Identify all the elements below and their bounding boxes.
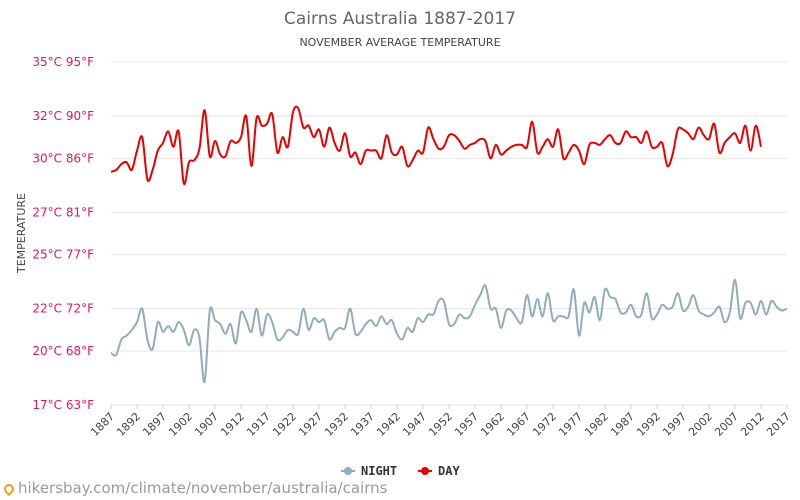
y-tick-label: 30°C 86°F <box>32 151 94 165</box>
legend-marker-day <box>421 467 429 475</box>
x-tick-label: 1897 <box>140 410 169 439</box>
x-tick-label: 1967 <box>504 410 533 439</box>
x-axis-ticks: 1887189218971902190719121917192219271932… <box>88 405 793 439</box>
x-tick-label: 1907 <box>192 410 221 439</box>
x-tick-label: 2002 <box>686 410 715 439</box>
footer-text: hikersbay.com/climate/november/australia… <box>18 479 388 497</box>
x-tick-label: 1912 <box>218 410 247 439</box>
x-tick-label: 1942 <box>374 410 403 439</box>
x-tick-label: 1932 <box>322 410 351 439</box>
y-tick-label: 20°C 68°F <box>32 344 94 358</box>
series-line-night <box>110 278 788 383</box>
y-axis-ticks: 35°C 95°F 32°C 90°F 30°C 86°F 27°C 81°F 25°C… <box>32 55 94 412</box>
y-tick-label: 32°C 90°F <box>32 109 94 123</box>
x-tick-label: 1987 <box>608 410 637 439</box>
x-tick-label: 1937 <box>348 410 377 439</box>
x-tick-label: 1947 <box>400 410 429 439</box>
x-tick-label: 1902 <box>166 410 195 439</box>
legend-marker-night <box>344 467 352 475</box>
x-tick-label: 2012 <box>738 410 767 439</box>
x-tick-label: 1887 <box>88 410 117 439</box>
footer-link[interactable]: hikersbay.com/climate/november/australia… <box>1 479 388 497</box>
y-tick-label: 17°C 63°F <box>32 398 94 412</box>
grid-lines <box>111 61 787 406</box>
x-tick-label: 1992 <box>634 410 663 439</box>
x-tick-label: 1892 <box>114 410 143 439</box>
x-tick-label: 1952 <box>426 410 455 439</box>
x-tick-label: 1917 <box>244 410 273 439</box>
series-line-day <box>110 105 762 186</box>
location-pin-icon <box>1 481 17 497</box>
x-tick-label: 1957 <box>452 410 481 439</box>
x-tick-label: 1922 <box>270 410 299 439</box>
y-tick-label: 25°C 77°F <box>32 248 94 262</box>
x-tick-label: 2017 <box>764 410 793 439</box>
x-tick-label: 1972 <box>530 410 559 439</box>
x-tick-label: 1982 <box>582 410 611 439</box>
chart-title: Cairns Australia 1887-2017 <box>284 9 516 29</box>
chart-subtitle: NOVEMBER AVERAGE TEMPERATURE <box>299 36 500 49</box>
x-tick-label: 1977 <box>556 410 585 439</box>
x-tick-label: 1927 <box>296 410 325 439</box>
legend-label-day[interactable]: DAY <box>438 464 460 478</box>
x-tick-label: 2007 <box>712 410 741 439</box>
series-lines <box>110 105 788 383</box>
x-tick-label: 1997 <box>660 410 689 439</box>
legend-label-night[interactable]: NIGHT <box>361 464 397 478</box>
y-tick-label: 22°C 72°F <box>32 302 94 316</box>
y-tick-label: 35°C 95°F <box>32 55 94 69</box>
y-tick-label: 27°C 81°F <box>32 205 94 219</box>
y-axis-label: TEMPERATURE <box>15 193 28 274</box>
legend: NIGHT DAY <box>341 464 460 478</box>
x-tick-label: 1962 <box>478 410 507 439</box>
